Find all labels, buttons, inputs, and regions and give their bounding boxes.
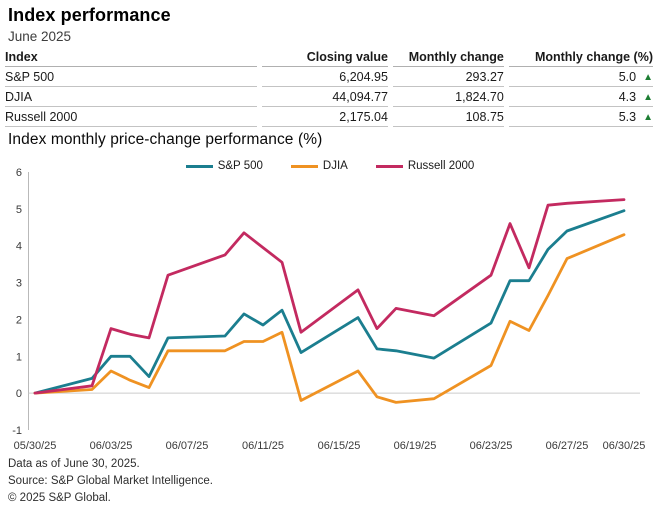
y-axis-tick-label: 6 xyxy=(16,167,22,179)
column-header-closing-value: Closing value xyxy=(261,47,388,67)
y-axis-tick-label: 3 xyxy=(16,278,22,290)
monthly-change: 1,824.70 xyxy=(392,87,504,107)
pct-value: 5.0 xyxy=(618,70,637,84)
series-line-sp500 xyxy=(33,209,626,395)
up-triangle-icon: ▲ xyxy=(643,112,653,123)
column-header-index: Index xyxy=(5,47,257,67)
legend-label: S&P 500 xyxy=(217,160,263,172)
legend-item-russell2000: Russell 2000 xyxy=(375,160,475,172)
index-name: DJIA xyxy=(5,87,257,107)
pct-value: 5.3 xyxy=(618,110,637,124)
closing-value: 44,094.77 xyxy=(261,87,388,107)
monthly-change: 293.27 xyxy=(392,67,504,87)
monthly-change-pct: 4.3 ▲ xyxy=(508,87,653,107)
source-note: Source: S&P Global Market Intelligence. xyxy=(8,475,213,487)
legend-item-sp500: S&P 500 xyxy=(185,160,263,172)
index-name: S&P 500 xyxy=(5,67,257,87)
x-axis-tick-label: 06/15/25 xyxy=(318,440,361,452)
x-axis-tick-label: 06/11/25 xyxy=(242,440,284,452)
x-axis-tick-label: 06/27/25 xyxy=(546,440,589,452)
x-axis-tick-label: 06/23/25 xyxy=(470,440,513,452)
legend-label: Russell 2000 xyxy=(407,160,475,172)
x-axis-tick-label: 06/03/25 xyxy=(90,440,133,452)
sp500-line-swatch-icon xyxy=(185,164,213,168)
column-header-monthly-change-pct: Monthly change (%) xyxy=(508,47,653,67)
russell2000-line-swatch-icon xyxy=(375,164,403,168)
x-axis-tick-label: 06/30/25 xyxy=(603,440,646,452)
line-chart: 6 5 4 3 2 1 0 -1 05/30/25 06/03/25 06/07/25 06/11/2… xyxy=(12,167,646,452)
y-axis-tick-label: 1 xyxy=(16,351,22,363)
series-line-djia xyxy=(33,233,626,404)
y-axis-tick-label: 5 xyxy=(16,204,22,216)
legend-label: DJIA xyxy=(322,160,348,172)
chart-footnotes: Data as of June 30, 2025. Source: S&P Gl… xyxy=(8,456,213,507)
column-header-monthly-change: Monthly change xyxy=(392,47,504,67)
chart-legend: S&P 500 DJIA Russell 2000 xyxy=(0,160,660,172)
x-axis-tick-label: 06/07/25 xyxy=(166,440,209,452)
monthly-change-pct: 5.0 ▲ xyxy=(508,67,653,87)
closing-value: 2,175.04 xyxy=(261,107,388,127)
monthly-change-pct: 5.3 ▲ xyxy=(508,107,653,127)
closing-value: 6,204.95 xyxy=(261,67,388,87)
table-row: DJIA 44,094.77 1,824.70 4.3 ▲ xyxy=(5,87,653,107)
index-name: Russell 2000 xyxy=(5,107,257,127)
pct-value: 4.3 xyxy=(618,90,637,104)
data-as-of-note: Data as of June 30, 2025. xyxy=(8,458,140,470)
chart-title: Index monthly price-change performance (… xyxy=(8,131,323,148)
x-axis-tick-label: 06/19/25 xyxy=(394,440,437,452)
table-row: S&P 500 6,204.95 293.27 5.0 ▲ xyxy=(5,67,653,87)
page-subtitle: June 2025 xyxy=(8,29,72,44)
legend-item-djia: DJIA xyxy=(290,160,348,172)
table-row: Russell 2000 2,175.04 108.75 5.3 ▲ xyxy=(5,107,653,127)
x-axis-tick-label: 05/30/25 xyxy=(14,440,57,452)
up-triangle-icon: ▲ xyxy=(643,72,653,83)
djia-line-swatch-icon xyxy=(290,164,318,168)
y-axis-tick-label: 4 xyxy=(16,241,22,253)
series-line-russell2000 xyxy=(33,198,626,395)
index-performance-table: Index Closing value Monthly change Month… xyxy=(0,47,658,127)
y-axis-tick-label: 0 xyxy=(16,388,22,400)
up-triangle-icon: ▲ xyxy=(643,92,653,103)
y-axis-tick-label: 2 xyxy=(16,314,22,326)
copyright-note: © 2025 S&P Global. xyxy=(8,492,111,504)
y-axis-tick-label: -1 xyxy=(12,425,22,437)
page-title: Index performance xyxy=(8,5,171,25)
monthly-change: 108.75 xyxy=(392,107,504,127)
table-header-row: Index Closing value Monthly change Month… xyxy=(5,47,653,67)
